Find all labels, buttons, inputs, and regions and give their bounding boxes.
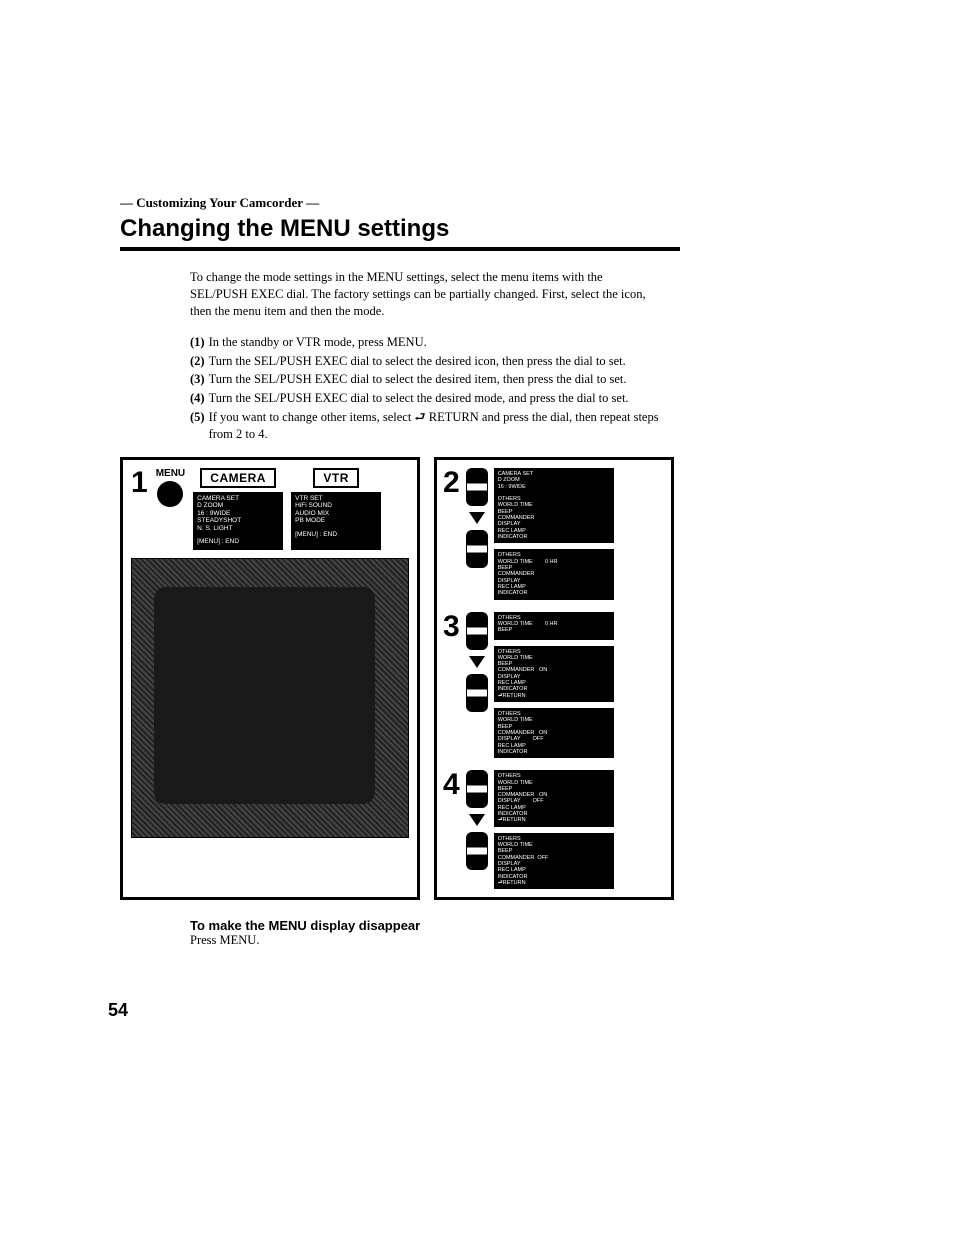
lcd-screen: CAMERA SET D ZOOM 16 : 9WIDE OTHERS WORL…: [494, 468, 614, 543]
step-text: Turn the SEL/PUSH EXEC dial to select th…: [209, 353, 626, 370]
footer-note: To make the MENU display disappear Press…: [190, 918, 680, 948]
vtr-mode-label: VTR: [313, 468, 359, 488]
step-number: (5): [190, 409, 205, 443]
manual-page: — Customizing Your Camcorder — Changing …: [120, 195, 680, 948]
dial-press-icon: [466, 674, 488, 712]
camcorder-illustration: [131, 558, 409, 838]
steps-list: (1) In the standby or VTR mode, press ME…: [190, 334, 670, 443]
step-number: (2): [190, 353, 205, 370]
down-arrow-icon: [469, 656, 485, 668]
camera-mode-label: CAMERA: [200, 468, 276, 488]
lcd-screen: OTHERS WORLD TIME 0 HR BEEP COMMANDER DI…: [494, 549, 614, 599]
step-number: (1): [190, 334, 205, 351]
figure-step-number: 2: [443, 468, 460, 600]
step-item: (2) Turn the SEL/PUSH EXEC dial to selec…: [190, 353, 670, 370]
menu-label: MENU: [156, 468, 185, 479]
step-text: If you want to change other items, selec…: [209, 409, 670, 443]
footer-heading: To make the MENU display disappear: [190, 918, 680, 933]
figure-panel: 1 MENU CAMERA CAMERA SET D ZOOM 16 : 9WI…: [120, 457, 680, 900]
dial-scroll-icon: [466, 468, 488, 506]
lcd-vtr: VTR SET HiFi SOUND AUDIO MIX PB MODE[MEN…: [291, 492, 381, 550]
footer-body: Press MENU.: [190, 933, 680, 948]
down-arrow-icon: [469, 512, 485, 524]
step-number: (4): [190, 390, 205, 407]
figure-step-number: 4: [443, 770, 460, 889]
figure-step-number: 3: [443, 612, 460, 759]
dial-press-icon: [466, 530, 488, 568]
figure-step-2: 2 CAMERA SET D ZOOM 16 : 9WIDE OTHERS WO…: [443, 468, 665, 600]
lcd-screen: OTHERS WORLD TIME BEEP COMMANDER OFF DIS…: [494, 833, 614, 890]
figure-step-3: 3 OTHERS WORLD TIME 0 HR BEEP OTHERS WOR…: [443, 612, 665, 759]
figure-left-box: 1 MENU CAMERA CAMERA SET D ZOOM 16 : 9WI…: [120, 457, 420, 900]
lcd-screen: OTHERS WORLD TIME BEEP COMMANDER ON DISP…: [494, 708, 614, 758]
step-text: Turn the SEL/PUSH EXEC dial to select th…: [209, 371, 627, 388]
figure-step-4: 4 OTHERS WORLD TIME BEEP COMMANDER ON DI…: [443, 770, 665, 889]
lcd-screen: OTHERS WORLD TIME BEEP COMMANDER ON DISP…: [494, 770, 614, 827]
step-item: (5) If you want to change other items, s…: [190, 409, 670, 443]
dial-icon: [157, 481, 183, 507]
step-text: Turn the SEL/PUSH EXEC dial to select th…: [209, 390, 629, 407]
dial-press-icon: [466, 832, 488, 870]
dial-scroll-icon: [466, 770, 488, 808]
lcd-screen: OTHERS WORLD TIME BEEP COMMANDER ON DISP…: [494, 646, 614, 703]
step-item: (4) Turn the SEL/PUSH EXEC dial to selec…: [190, 390, 670, 407]
page-number: 54: [108, 1000, 128, 1021]
intro-paragraph: To change the mode settings in the MENU …: [190, 269, 660, 320]
figure-step-number: 1: [131, 468, 148, 498]
lcd-camera: CAMERA SET D ZOOM 16 : 9WIDE STEADYSHOT …: [193, 492, 283, 550]
step-item: (1) In the standby or VTR mode, press ME…: [190, 334, 670, 351]
figure-right-box: 2 CAMERA SET D ZOOM 16 : 9WIDE OTHERS WO…: [434, 457, 674, 900]
step-item: (3) Turn the SEL/PUSH EXEC dial to selec…: [190, 371, 670, 388]
lcd-screen: OTHERS WORLD TIME 0 HR BEEP: [494, 612, 614, 640]
section-prefix: — Customizing Your Camcorder —: [120, 195, 680, 211]
step-text: In the standby or VTR mode, press MENU.: [209, 334, 427, 351]
dial-scroll-icon: [466, 612, 488, 650]
down-arrow-icon: [469, 814, 485, 826]
page-title: Changing the MENU settings: [120, 215, 680, 251]
step-number: (3): [190, 371, 205, 388]
